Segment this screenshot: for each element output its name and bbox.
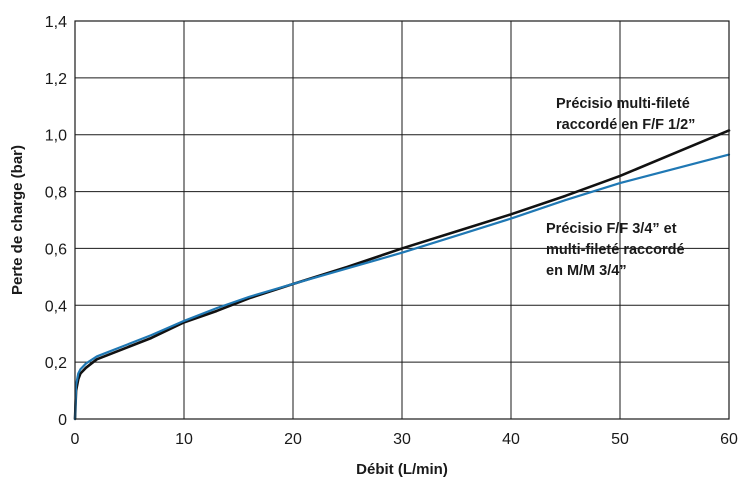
y-tick-label: 1,0 xyxy=(45,128,67,145)
x-tick-label: 20 xyxy=(284,431,302,448)
x-axis-ticks: 0 10 20 30 40 50 60 xyxy=(71,431,738,448)
x-tick-label: 50 xyxy=(611,431,629,448)
plot-frame xyxy=(74,20,730,420)
x-tick-label: 30 xyxy=(393,431,411,448)
y-axis-label: Perte de charge (bar) xyxy=(9,145,26,295)
y-tick-label: 0 xyxy=(58,412,67,429)
x-tick-label: 0 xyxy=(71,431,80,448)
x-tick-label: 40 xyxy=(502,431,520,448)
annotation-blue-curve: Précisio F/F 3/4” et multi-fileté raccor… xyxy=(546,221,689,279)
annotation-line: en M/M 3/4” xyxy=(546,263,627,279)
series-layer xyxy=(73,129,731,421)
y-tick-label: 1,4 xyxy=(45,14,67,31)
y-tick-label: 1,2 xyxy=(45,71,67,88)
y-tick-label: 0,2 xyxy=(45,355,67,372)
series-line-1 xyxy=(73,129,731,421)
x-axis-label: Débit (L/min) xyxy=(356,461,448,478)
annotation-line: Précisio F/F 3/4” et xyxy=(546,221,677,237)
annotation-black-curve: Précisio multi-fileté raccordé en F/F 1/… xyxy=(556,96,695,133)
y-axis-ticks: 0 0,2 0,4 0,6 0,8 1,0 1,2 1,4 xyxy=(45,14,67,429)
series-line-2 xyxy=(73,153,731,421)
x-tick-label: 10 xyxy=(175,431,193,448)
annotation-line: multi-fileté raccordé xyxy=(546,242,685,258)
x-tick-label: 60 xyxy=(720,431,738,448)
grid xyxy=(74,20,730,420)
y-tick-label: 0,4 xyxy=(45,298,67,315)
annotation-line: raccordé en F/F 1/2” xyxy=(556,117,695,133)
y-tick-label: 0,8 xyxy=(45,185,67,202)
annotation-line: Précisio multi-fileté xyxy=(556,96,690,112)
y-tick-label: 0,6 xyxy=(45,241,67,258)
